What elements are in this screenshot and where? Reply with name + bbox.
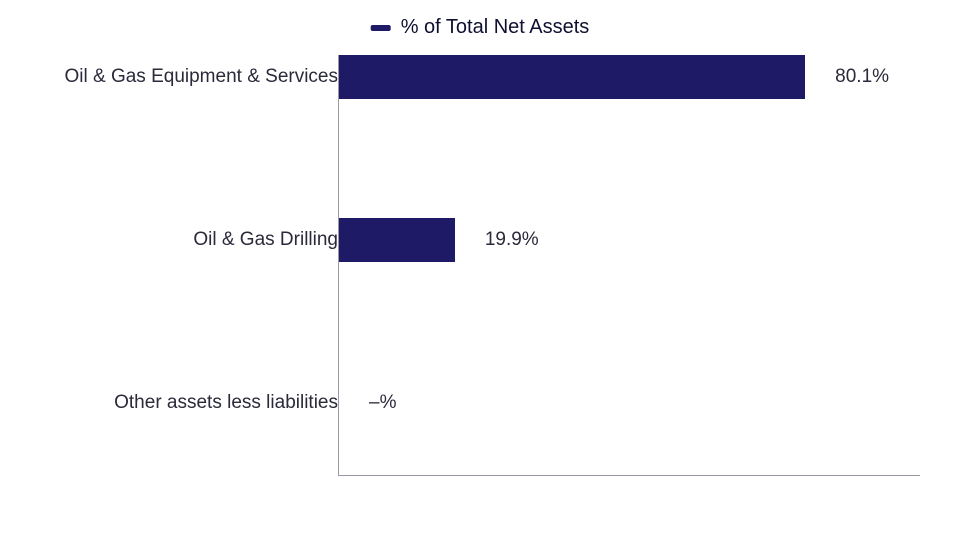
bar-row: Oil & Gas Drilling 19.9%: [0, 218, 960, 262]
x-axis-baseline: [338, 475, 920, 476]
bar-row: Other assets less liabilities –%: [0, 381, 960, 425]
category-label: Other assets less liabilities: [114, 392, 338, 414]
chart-area: Oil & Gas Equipment & Services 80.1% Oil…: [0, 55, 960, 480]
bar: [339, 218, 455, 262]
category-label: Oil & Gas Equipment & Services: [65, 66, 339, 88]
legend-swatch: [371, 25, 391, 31]
chart-legend: % of Total Net Assets: [371, 16, 590, 39]
bar-row: Oil & Gas Equipment & Services 80.1%: [0, 55, 960, 99]
bar: [339, 55, 805, 99]
category-label: Oil & Gas Drilling: [193, 229, 338, 251]
value-label: 80.1%: [835, 66, 889, 88]
legend-label: % of Total Net Assets: [401, 16, 590, 39]
value-label: –%: [369, 392, 396, 414]
value-label: 19.9%: [485, 229, 539, 251]
